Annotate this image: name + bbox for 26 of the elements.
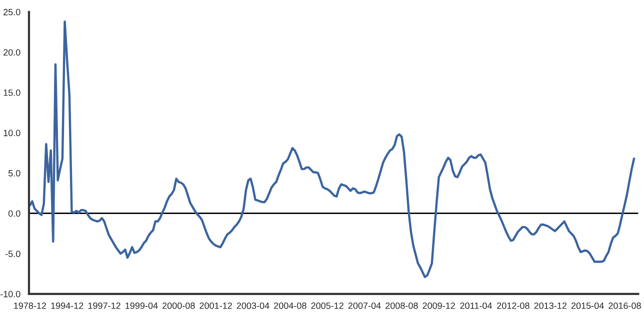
x-tick-label: 2011-04 [460, 302, 492, 309]
y-tick-label: 5.0 [8, 170, 20, 176]
y-tick-label: 25.0 [4, 8, 20, 16]
y-tick-label: 10.0 [4, 130, 20, 136]
x-tick-label: 1978-12 [14, 302, 46, 309]
x-tick-label: 1994-12 [51, 302, 84, 309]
x-tick-label: 2005-12 [311, 302, 344, 309]
x-tick-label: 2013-12 [534, 302, 566, 309]
y-tick-label: 20.0 [4, 49, 20, 56]
x-tick-label: 2003-04 [236, 302, 270, 309]
x-tick-label: 2008-08 [386, 302, 418, 309]
x-tick-label: 2000-08 [162, 302, 195, 309]
line-series [28, 20, 636, 278]
x-tick-label: 2015-04 [571, 302, 604, 309]
x-tick-label: 1997-12 [88, 302, 120, 309]
y-tick-label: -5.0 [5, 250, 20, 258]
x-tick-label: 2004-08 [274, 302, 306, 309]
x-tick-label: 2016-08 [608, 302, 641, 309]
x-tick-label: 2012-08 [497, 302, 530, 309]
y-tick-label: 0.0 [8, 210, 20, 217]
x-tick-label: 2007-04 [348, 302, 381, 309]
x-tick-label: 2001-12 [200, 302, 232, 309]
y-tick-label: 15.0 [4, 89, 20, 96]
x-tick-label: 1999-04 [126, 302, 158, 309]
y-tick-label: -10.0 [0, 290, 20, 298]
x-tick-label: 2009-12 [422, 302, 455, 309]
